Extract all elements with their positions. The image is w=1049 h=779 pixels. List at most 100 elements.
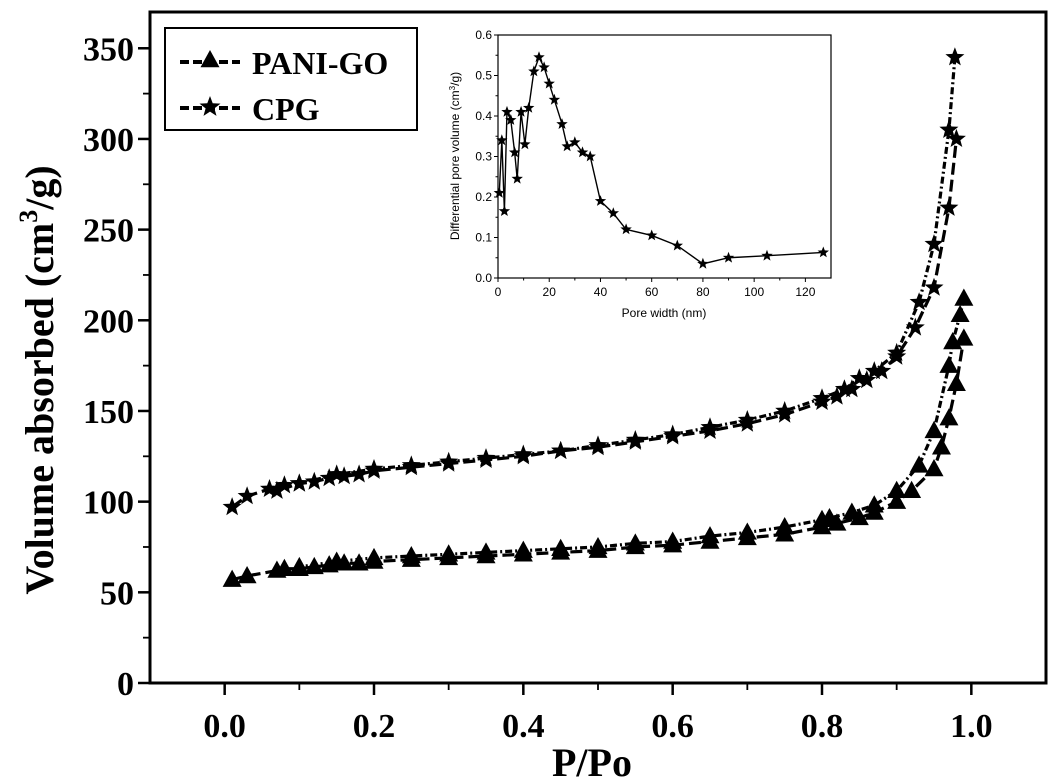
x-axis-label: P/Po [552,740,632,779]
pani-go-desorption-point [887,480,907,498]
pani-go-desorption-point [864,495,884,513]
cpg-adsorption-point [872,361,892,380]
pani-go-desorption-point [625,533,645,551]
inset-x-tick-label: 120 [795,285,815,299]
cpg-desorption-point [887,342,907,361]
cpg-adsorption-point [222,497,242,516]
main-plot: 0.0 0.2 0.4 0.6 0.8 1.0050100150200250300350 … [14,10,1048,779]
y-tick-label: 200 [83,303,134,340]
inset-series-point [511,172,523,184]
pani-go-desorption-point [327,551,347,569]
pani-go-adsorption-point [954,328,974,346]
legend-label-cpg: CPG [252,91,320,127]
cpg-desorption-point [924,234,944,253]
cpg-adsorption-point [334,466,354,485]
cpg-desorption-point [401,455,421,474]
cpg-desorption-point [476,448,496,467]
cpg-adsorption-point [842,379,862,398]
inset-x-tick-label: 20 [543,285,557,299]
pani-go-desorption-point [401,546,421,564]
x-tick-label: 0.4 [502,708,545,745]
inset-series-point [515,105,527,117]
pani-go-desorption-point [476,542,496,560]
cpg-desorption-point [700,417,720,436]
cpg-adsorption-point [237,486,257,505]
x-tick-label: 0.6 [651,708,694,745]
inset-series-point [561,140,573,152]
pani-go-desorption-line [299,298,966,569]
pani-go-desorption-point [775,517,795,535]
pani-go-desorption-point [439,544,459,562]
inset-series-point [498,205,511,216]
inset-series-point [496,134,508,146]
cpg-desorption-point [364,459,384,478]
x-tick-label: 0.0 [203,708,246,745]
inset-series-point [543,77,555,89]
pani-go-desorption-point [812,509,832,527]
y-tick-label: 300 [83,122,134,159]
inset-series-point [817,246,829,258]
inset-x-tick-label: 60 [645,285,659,299]
inset-series-point [528,65,540,77]
inset-series-point [519,138,531,150]
inset-x-tick-label: 100 [744,285,764,299]
inset-series-point [646,229,658,241]
inset-y-tick-label: 0.4 [475,109,492,123]
pani-go-desorption-point [700,526,720,544]
pani-go-desorption-point [943,332,963,350]
pani-go-adsorption-point [237,566,257,584]
legend-triangle-marker [200,50,220,68]
cpg-adsorption-point [905,317,925,336]
inset-y-axis-label: Differential pore volume (cm3/g) [448,72,462,240]
cpg-adsorption-point [274,475,294,494]
main-series-layer [222,47,974,587]
cpg-adsorption-point [304,471,324,490]
y-tick-label: 0 [117,666,134,703]
pani-go-desorption-point [513,540,533,558]
pani-go-desorption-point [364,547,384,566]
pani-go-desorption-point [663,531,683,549]
cpg-desorption-point [812,388,832,407]
cpg-desorption-point [588,435,608,454]
inset-series-point [548,93,561,105]
pani-go-adsorption-point [931,437,951,455]
pani-go-desorption-point [939,355,959,373]
inset-y-tick-label: 0.0 [475,271,492,285]
inset-series-point [761,249,773,261]
inset-series-point [697,257,709,269]
cpg-desorption-point [513,444,533,463]
inset-x-tick-label: 80 [696,285,710,299]
pani-go-desorption-point [842,502,862,520]
y-tick-label: 250 [83,213,134,250]
inset-x-tick-label: 40 [594,285,608,299]
cpg-adsorption-point [319,468,339,487]
inset-series-point [501,105,513,117]
inset-y-tick-label: 0.5 [475,69,492,83]
cpg-desorption-point [945,47,965,66]
inset-series-point [508,146,521,158]
inset-series-point [569,136,581,148]
cpg-desorption-point [663,424,683,443]
pani-go-adsorption-point [946,373,966,391]
cpg-desorption-point [939,119,959,138]
pani-go-desorption-point [737,522,757,540]
y-tick-label: 50 [100,575,134,612]
inset-series-point [576,146,589,158]
pani-go-adsorption-point [349,553,369,571]
pani-go-adsorption-point [304,556,324,575]
cpg-desorption-point [737,410,757,429]
cpg-adsorption-point [827,386,847,405]
legend-label-pani-go: PANI-GO [252,45,388,81]
inset-series-point [538,61,550,73]
inset-series-point [722,251,735,263]
inset-series-point [594,195,607,206]
cpg-desorption-point [289,473,309,492]
y-tick-label: 150 [83,394,134,431]
cpg-desorption-point [909,292,929,311]
pani-go-desorption-point [909,455,929,473]
inset-series-point [584,150,596,162]
inset-y-tick-label: 0.3 [475,150,492,164]
pani-go-desorption-point [954,288,974,306]
cpg-desorption-point [864,361,884,380]
